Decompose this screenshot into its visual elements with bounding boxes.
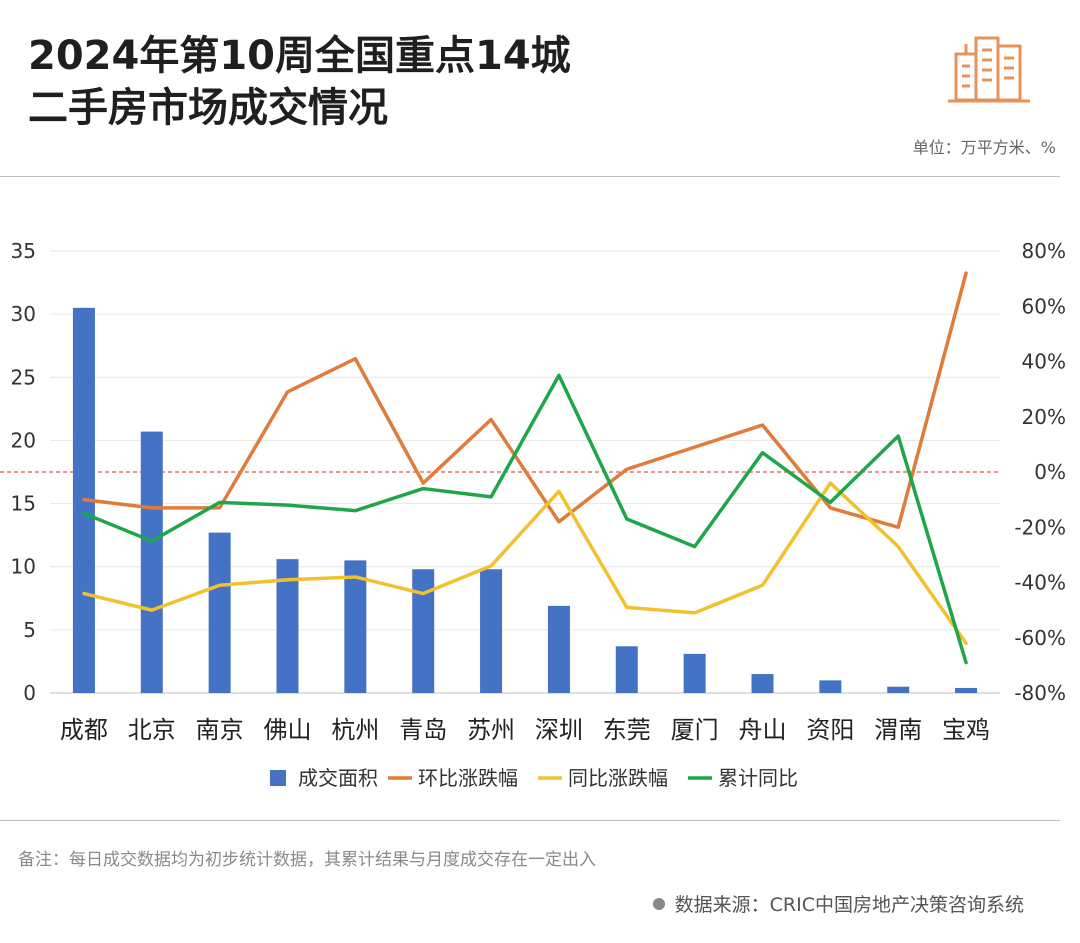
- series-line: [82, 481, 968, 646]
- category-label: 东莞: [603, 716, 651, 744]
- bar: [751, 674, 774, 693]
- title-line-1: 2024年第10周全国重点14城: [28, 33, 571, 79]
- top-divider: [0, 176, 1060, 177]
- bar: [140, 431, 163, 693]
- category-label: 渭南: [874, 716, 922, 744]
- category-label: 厦门: [671, 716, 719, 744]
- right-tick-label: -40%: [1014, 571, 1066, 595]
- category-label: 杭州: [331, 716, 379, 744]
- legend-label: 环比涨跌幅: [418, 766, 518, 790]
- category-label: 成都: [60, 716, 108, 744]
- category-label: 舟山: [739, 716, 787, 744]
- footnote: 备注：每日成交数据均为初步统计数据，其累计结果与月度成交存在一定出入: [18, 850, 596, 870]
- left-tick-label: 0: [23, 681, 36, 705]
- left-tick-label: 10: [11, 555, 36, 579]
- series-line: [82, 271, 968, 529]
- category-label: 苏州: [467, 716, 515, 744]
- legend-label: 成交面积: [298, 766, 378, 790]
- bottom-divider: [0, 820, 1060, 821]
- right-tick-label: 40%: [1022, 350, 1066, 374]
- bar: [615, 646, 638, 693]
- city-buildings-icon: [948, 36, 1030, 103]
- category-label: 佛山: [264, 716, 312, 744]
- bar: [547, 605, 570, 693]
- category-label: 资阳: [806, 716, 854, 744]
- right-tick-label: -20%: [1014, 515, 1066, 539]
- bar: [887, 686, 910, 693]
- bar: [344, 560, 367, 693]
- title-line-2: 二手房市场成交情况: [28, 85, 388, 131]
- bullet-icon: [652, 897, 665, 910]
- bar: [412, 569, 435, 693]
- category-label: 青岛: [399, 716, 447, 744]
- left-tick-label: 35: [11, 239, 36, 263]
- category-label: 深圳: [535, 716, 583, 744]
- right-tick-label: 0%: [1034, 460, 1066, 484]
- bar: [208, 532, 231, 693]
- right-tick-label: 20%: [1022, 405, 1066, 429]
- right-tick-label: -60%: [1014, 626, 1066, 650]
- bar: [480, 569, 503, 693]
- right-tick-label: 60%: [1022, 294, 1066, 318]
- source-text: 数据来源：CRIC中国房地产决策咨询系统: [674, 894, 1024, 916]
- category-label: 北京: [128, 716, 176, 744]
- right-tick-label: 80%: [1022, 239, 1066, 263]
- series-line: [82, 373, 968, 665]
- legend-label: 累计同比: [718, 766, 798, 790]
- source-line: 数据来源：CRIC中国房地产决策咨询系统: [652, 890, 1024, 917]
- chart-title: 2024年第10周全国重点14城 二手房市场成交情况: [28, 30, 571, 134]
- bar: [276, 559, 299, 693]
- left-tick-label: 5: [23, 618, 36, 642]
- left-tick-label: 30: [11, 302, 36, 326]
- bar: [819, 680, 842, 693]
- unit-label: 单位：万平方米、%: [912, 138, 1056, 157]
- legend-label: 同比涨跌幅: [568, 766, 668, 790]
- bar: [683, 653, 706, 693]
- left-tick-label: 20: [11, 428, 36, 452]
- left-tick-label: 15: [11, 492, 36, 516]
- right-tick-label: -80%: [1014, 681, 1066, 705]
- left-tick-label: 25: [11, 365, 36, 389]
- category-label: 宝鸡: [942, 716, 990, 744]
- bar: [955, 687, 978, 693]
- legend-swatch: [270, 770, 286, 786]
- category-label: 南京: [196, 716, 244, 744]
